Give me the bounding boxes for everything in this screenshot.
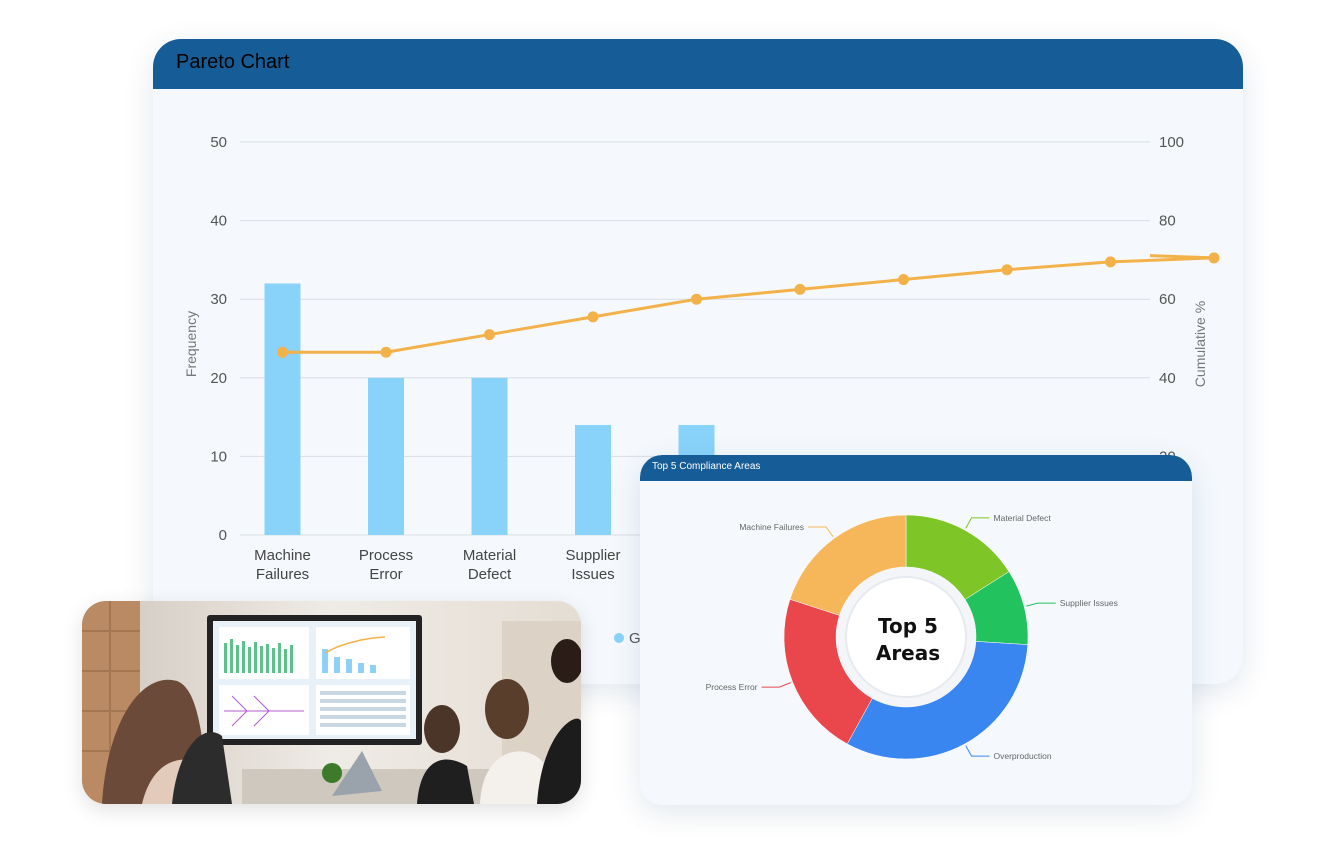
legend-marker — [614, 633, 624, 643]
cumulative-point — [1208, 252, 1220, 264]
y-tick-label: 50 — [210, 134, 227, 151]
donut-title: Top 5 Compliance Areas — [652, 461, 761, 472]
pareto-bar — [471, 377, 508, 535]
pareto-bar — [575, 424, 611, 535]
y2-tick-label: 60 — [1159, 291, 1176, 308]
cumulative-point — [380, 346, 392, 358]
x-tick-label: Process — [359, 547, 413, 564]
pareto-title: Pareto Chart — [176, 51, 290, 73]
donut-leader-line — [808, 526, 834, 537]
compliance-areas-card: Top 5 Compliance Areas Material Defect Su… — [640, 455, 1192, 805]
y2-tick-label: 40 — [1159, 370, 1176, 387]
cumulative-point — [794, 283, 806, 295]
pareto-bar — [368, 377, 404, 535]
y2-axis-title: Cumulative % — [1192, 301, 1208, 387]
donut-leader-line — [965, 745, 990, 757]
x-tick-label: Failures — [256, 566, 309, 583]
y-tick-label: 10 — [210, 448, 227, 465]
cumulative-line — [282, 254, 1215, 354]
donut-slice-label: Material Defect — [994, 513, 1052, 523]
cumulative-point — [587, 311, 599, 323]
donut-slice — [789, 514, 907, 616]
pareto-header-bg — [153, 39, 1243, 89]
x-tick-label: Defect — [468, 566, 512, 583]
y2-tick-label: 80 — [1159, 213, 1176, 230]
donut-center-line1: Top 5 — [878, 614, 938, 638]
y-tick-label: 20 — [210, 370, 227, 387]
x-tick-label: Issues — [571, 566, 614, 583]
donut-slice-label: Machine Failures — [739, 522, 804, 532]
donut-chart: Material Defect Supplier Issues Overproduc… — [706, 513, 1118, 761]
cumulative-point — [1001, 264, 1013, 276]
donut-center — [845, 576, 967, 698]
y-tick-label: 40 — [210, 213, 227, 230]
cumulative-point — [1105, 256, 1116, 268]
cumulative-point — [691, 293, 702, 305]
donut-leader-line — [761, 682, 791, 688]
y-axis-title: Frequency — [183, 311, 199, 377]
pareto-bar — [264, 283, 301, 535]
donut-center-line2: Areas — [876, 641, 940, 665]
x-tick-label: Machine — [254, 547, 311, 564]
x-tick-label: Supplier — [565, 547, 620, 564]
pareto-chart: 0102030405020406080100 MachineFailuresPr… — [153, 39, 1243, 647]
y-tick-label: 30 — [210, 291, 227, 308]
meeting-scene-illustration — [82, 601, 581, 804]
x-tick-label: Material — [463, 547, 516, 564]
meeting-photo — [82, 601, 581, 804]
legend-label: G — [629, 630, 641, 647]
y-tick-label: 0 — [219, 527, 227, 544]
donut-leader-line — [1025, 602, 1056, 607]
y2-tick-label: 100 — [1159, 134, 1184, 151]
donut-header: Top 5 Compliance Areas — [640, 455, 1192, 481]
donut-leader-line — [965, 517, 990, 529]
x-tick-label: Error — [369, 566, 402, 583]
donut-slice-label: Process Error — [706, 682, 758, 692]
donut-slice-label: Supplier Issues — [1060, 598, 1118, 608]
cumulative-point — [898, 274, 909, 286]
cumulative-point — [277, 346, 288, 358]
donut-slice-label: Overproduction — [994, 751, 1052, 761]
cumulative-point — [484, 329, 495, 341]
